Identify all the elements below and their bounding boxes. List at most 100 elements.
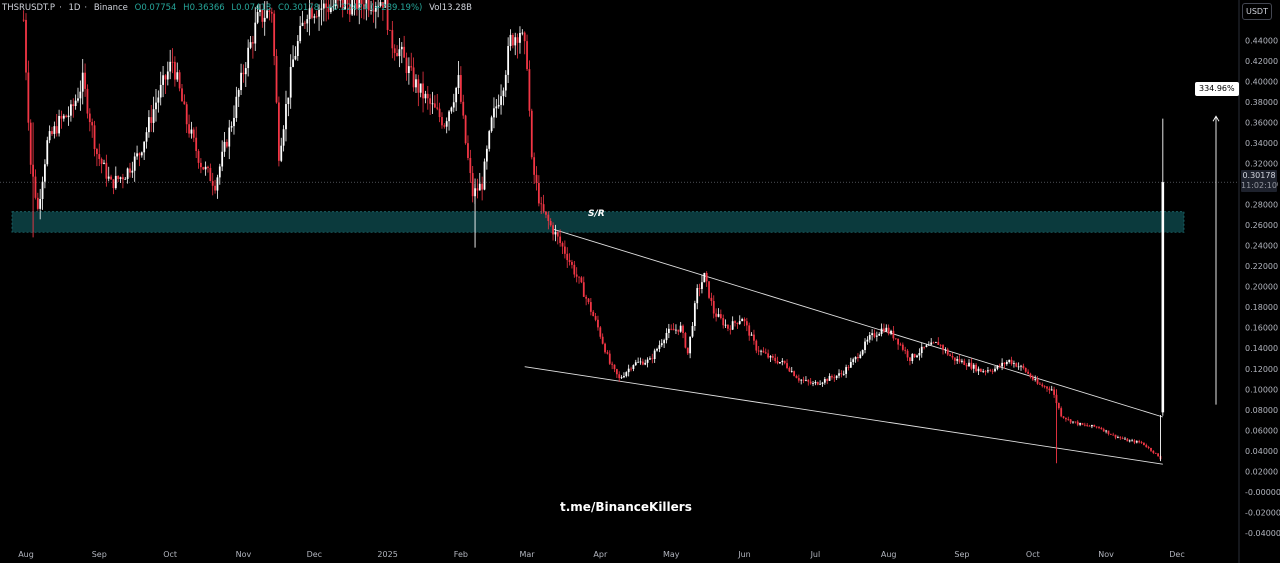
candle-body xyxy=(641,361,644,365)
candle-body xyxy=(455,87,458,103)
candle-body xyxy=(878,333,881,336)
candle-body xyxy=(22,19,25,21)
open-value: O0.07754 xyxy=(134,3,177,13)
candle-body xyxy=(218,166,221,178)
candle-body xyxy=(523,32,526,42)
candle-body xyxy=(1034,379,1037,380)
candle-body xyxy=(696,288,699,304)
candle-body xyxy=(1039,383,1041,385)
x-tick-label: Feb xyxy=(454,550,468,559)
interval[interactable]: 1D xyxy=(68,3,81,13)
candle-body xyxy=(1083,424,1086,426)
candle-body xyxy=(568,260,571,262)
symbol[interactable]: THSRUSDT.P xyxy=(2,3,56,13)
candle-body xyxy=(483,161,486,190)
candle-body xyxy=(533,157,536,175)
candle-body xyxy=(679,325,682,332)
candle-body xyxy=(332,6,335,8)
candle-body xyxy=(991,370,994,372)
candle-body xyxy=(582,282,585,297)
candle-body xyxy=(932,342,935,344)
candle-body xyxy=(242,72,245,75)
candle-body xyxy=(426,93,429,99)
candle-body xyxy=(861,350,864,355)
candle-body xyxy=(216,177,219,191)
y-tick-label: 0.10000 xyxy=(1245,385,1278,394)
candle-body xyxy=(611,363,614,365)
candle-body xyxy=(890,330,892,334)
y-tick-label: 0.18000 xyxy=(1245,303,1278,312)
candle-body xyxy=(703,272,706,283)
candle-body xyxy=(592,311,595,317)
trendline-lower xyxy=(524,366,1163,465)
candle-body xyxy=(859,354,862,359)
candle-body xyxy=(157,97,160,103)
candle-body xyxy=(585,296,588,299)
x-tick-label: Mar xyxy=(520,550,536,559)
candle-body xyxy=(821,382,824,384)
x-tick-label: Dec xyxy=(307,550,322,559)
y-tick-label: 0.08000 xyxy=(1245,406,1278,415)
candle-body xyxy=(511,34,514,46)
candle-body xyxy=(509,34,512,47)
candle-body xyxy=(405,57,408,74)
candle-body xyxy=(355,0,358,9)
candle-body xyxy=(112,179,115,189)
candle-body xyxy=(228,127,231,147)
y-tick-label: 0.34000 xyxy=(1245,139,1278,148)
candle-body xyxy=(793,371,796,376)
candle-body xyxy=(1076,421,1079,425)
candle-body xyxy=(493,108,495,118)
candle-body xyxy=(502,90,505,97)
candle-body xyxy=(1067,419,1070,421)
high-value: H0.36366 xyxy=(183,3,225,13)
candle-body xyxy=(403,46,406,58)
candle-body xyxy=(556,232,559,237)
candle-body xyxy=(963,360,966,366)
candle-body xyxy=(396,53,398,57)
candle-body xyxy=(417,79,420,93)
candle-body xyxy=(786,363,788,368)
candle-body xyxy=(738,321,741,324)
candle-body xyxy=(838,373,840,376)
candle-body xyxy=(370,10,372,11)
currency-unit-button[interactable]: USDT xyxy=(1242,3,1272,20)
candle-body xyxy=(1135,441,1138,443)
candle-body xyxy=(103,162,105,164)
y-tick-label: 0.24000 xyxy=(1245,242,1278,251)
candle-body xyxy=(970,362,973,369)
candle-body xyxy=(790,371,793,372)
candle-body xyxy=(537,182,540,204)
candle-body xyxy=(292,59,294,67)
candle-body xyxy=(299,25,302,42)
candle-body xyxy=(48,131,51,141)
candle-body xyxy=(587,298,590,303)
candle-body xyxy=(710,297,713,302)
candle-body xyxy=(528,69,531,111)
candle-body xyxy=(1095,426,1098,428)
candle-body xyxy=(627,368,630,373)
candle-body xyxy=(717,314,720,317)
candle-body xyxy=(802,379,805,381)
candle-body xyxy=(171,61,174,63)
candle-body xyxy=(1119,437,1122,439)
candle-body xyxy=(521,32,524,34)
candle-body xyxy=(372,10,375,12)
candle-body xyxy=(937,342,940,345)
candle-body xyxy=(1124,438,1126,440)
candle-body xyxy=(854,357,857,360)
candle-body xyxy=(606,352,609,354)
candle-body xyxy=(769,356,772,358)
candle-body xyxy=(1088,425,1091,427)
candle-body xyxy=(169,61,172,72)
candle-body xyxy=(500,96,502,105)
candle-body xyxy=(173,61,176,80)
candle-body xyxy=(176,72,179,80)
candle-body xyxy=(495,106,498,109)
y-tick-label: 0.16000 xyxy=(1245,324,1278,333)
candle-body xyxy=(389,29,391,31)
candle-body xyxy=(1102,429,1105,432)
candle-body xyxy=(535,174,538,183)
candle-body xyxy=(1128,440,1131,442)
